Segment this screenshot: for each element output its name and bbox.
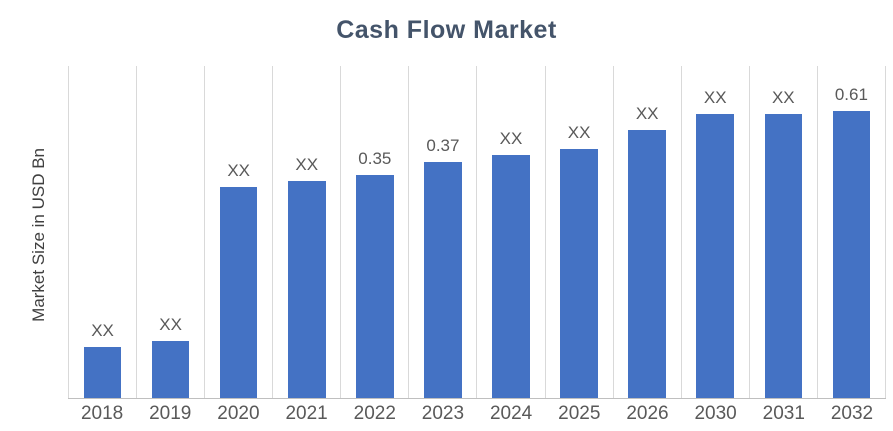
plot-column-2019: XX [136, 66, 204, 398]
plot-column-2030: XX [680, 66, 749, 398]
x-axis: 2018 2019 2020 2021 2022 2023 2024 2025 2026 2030… [68, 399, 886, 429]
x-tick-label-2024: 2024 [489, 403, 533, 424]
bar-label-2026: XX [635, 103, 659, 123]
x-tick-label-2025: 2025 [558, 403, 601, 424]
bar-2032 [832, 110, 871, 398]
plot-wrap: XX XX XX XX 0.35 0.37 XX XX XX XX XX 0.61 2018 2019 2… [68, 66, 886, 429]
bar-label-2030: XX [703, 87, 727, 107]
bar-label-2022: 0.35 [358, 148, 392, 168]
plot-column-2021: XX [272, 66, 340, 398]
bar-2023 [424, 161, 462, 398]
bar-label-2021: XX [295, 154, 319, 174]
plot-column-2020: XX [204, 66, 272, 398]
bar-label-2032: 0.61 [834, 84, 868, 104]
y-axis-label: Market Size in USD Bn [29, 147, 48, 322]
x-tick-label-2020: 2020 [217, 403, 260, 424]
x-tick-label-2026: 2026 [626, 403, 669, 424]
bar-label-2018: XX [91, 320, 114, 340]
x-tick-label-2023: 2023 [421, 403, 465, 424]
bar-2018 [83, 346, 122, 398]
plot-column-2018: XX [68, 66, 136, 398]
chart-title: Cash Flow Market [336, 16, 557, 44]
bar-label-2023: 0.37 [426, 135, 460, 155]
bar-2030 [696, 113, 735, 398]
y-axis: Market Size in USD Bn [10, 66, 68, 429]
bar-label-2031: XX [771, 87, 795, 107]
bar-2025 [560, 149, 598, 398]
bar-label-2025: XX [567, 123, 591, 142]
plot-column-2026: XX [612, 66, 681, 398]
plot-column-2031: XX [748, 66, 817, 398]
x-tick-label-2018: 2018 [80, 403, 124, 424]
bar-2026 [628, 129, 666, 398]
bar-label-2024: XX [499, 129, 523, 149]
bar-2020 [219, 187, 258, 398]
bar-label-2019: XX [159, 314, 182, 334]
bar-2019 [151, 340, 190, 398]
plot-column-2024: XX [476, 66, 544, 398]
bar-2022 [356, 174, 394, 398]
plot-column-2032: 0.61 [816, 66, 886, 398]
x-tick-label-2032: 2032 [830, 403, 874, 424]
chart-body: Market Size in USD Bn XX XX XX XX 0.35 0.37 XX… [10, 66, 886, 429]
x-tick-label-2022: 2022 [353, 403, 396, 424]
bar-label-2020: XX [227, 161, 251, 181]
plot-column-2023: 0.37 [408, 66, 476, 398]
x-tick-label-2019: 2019 [149, 403, 192, 424]
bar-2024 [492, 155, 530, 398]
plot-column-2022: 0.35 [340, 66, 408, 398]
x-tick-label-2030: 2030 [694, 403, 737, 424]
plot-column-2025: XX [544, 66, 613, 398]
bar-2021 [287, 180, 326, 398]
x-tick-label-2031: 2031 [762, 403, 805, 424]
plot-area: XX XX XX XX 0.35 0.37 XX XX XX XX XX 0.61 [68, 66, 886, 399]
bar-2031 [764, 113, 803, 398]
x-tick-label-2021: 2021 [285, 403, 328, 424]
